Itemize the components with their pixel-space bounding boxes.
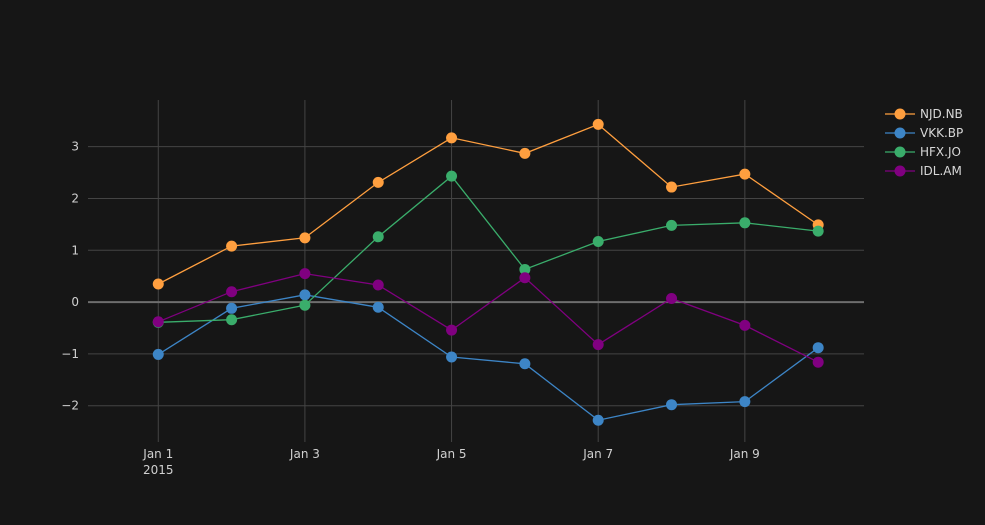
data-point[interactable] (299, 289, 311, 301)
data-point[interactable] (592, 414, 604, 426)
data-point[interactable] (519, 272, 531, 284)
legend[interactable]: NJD.NB VKK.BP HFX.JO IDL.AM (885, 107, 963, 178)
data-point[interactable] (592, 339, 604, 351)
legend-label: NJD.NB (920, 107, 963, 121)
legend-marker-swatch (894, 108, 906, 120)
x-tick-label: Jan 7 (582, 447, 613, 461)
legend-label: IDL.AM (920, 164, 962, 178)
x-axis-ticks: Jan 1 2015 Jan 3 Jan 5 Jan 7 Jan 9 (142, 447, 760, 477)
data-point[interactable] (739, 396, 751, 408)
data-point[interactable] (592, 118, 604, 130)
data-point[interactable] (666, 292, 678, 304)
y-tick-label: 3 (71, 140, 79, 154)
legend-marker-swatch (894, 165, 906, 177)
data-point[interactable] (812, 225, 824, 237)
legend-label: VKK.BP (920, 126, 963, 140)
data-point[interactable] (299, 268, 311, 280)
data-point[interactable] (299, 299, 311, 311)
data-point[interactable] (519, 358, 531, 370)
series-hfx-jo (152, 170, 824, 328)
data-point[interactable] (519, 147, 531, 159)
data-point[interactable] (446, 132, 458, 144)
x-gridlines (157, 100, 746, 442)
data-point[interactable] (592, 235, 604, 247)
y-axis-ticks: −2 −1 0 1 2 3 (61, 140, 79, 413)
series-njd-nb (152, 118, 824, 290)
legend-item[interactable]: NJD.NB (885, 107, 963, 121)
data-point[interactable] (666, 181, 678, 193)
x-tick-label: Jan 5 (436, 447, 467, 461)
data-point[interactable] (666, 219, 678, 231)
data-point[interactable] (446, 170, 458, 182)
data-point[interactable] (299, 232, 311, 244)
y-tick-label: 2 (71, 191, 79, 205)
data-point[interactable] (226, 314, 238, 326)
series-line (157, 294, 819, 421)
y-tick-label: −2 (61, 399, 79, 413)
x-tick-label: Jan 9 (729, 447, 760, 461)
data-point[interactable] (812, 356, 824, 368)
legend-item[interactable]: IDL.AM (885, 164, 962, 178)
data-point[interactable] (739, 168, 751, 180)
series-line (158, 123, 819, 285)
data-point[interactable] (226, 286, 238, 298)
data-point[interactable] (446, 324, 458, 336)
x-tick-label: Jan 1 (142, 447, 173, 461)
data-point[interactable] (372, 301, 384, 313)
y-tick-label: 1 (71, 243, 79, 257)
data-point[interactable] (152, 316, 164, 328)
series-idl-am (152, 268, 824, 368)
data-point[interactable] (446, 351, 458, 363)
data-point[interactable] (152, 348, 164, 360)
data-point[interactable] (739, 319, 751, 331)
data-point[interactable] (226, 240, 238, 252)
x-tick-label: Jan 3 (289, 447, 320, 461)
series-line (158, 175, 819, 323)
data-point[interactable] (372, 176, 384, 188)
series-vkk-bp (152, 289, 824, 426)
data-point[interactable] (226, 302, 238, 314)
legend-marker-swatch (894, 127, 906, 139)
legend-label: HFX.JO (920, 145, 961, 159)
y-gridlines (88, 146, 864, 407)
series-layer (152, 118, 824, 426)
x-tick-sublabel: 2015 (143, 463, 174, 477)
series-line (158, 272, 819, 363)
legend-marker-swatch (894, 146, 906, 158)
y-tick-label: −1 (61, 347, 79, 361)
data-point[interactable] (519, 263, 531, 275)
data-point[interactable] (152, 278, 164, 290)
data-point[interactable] (666, 399, 678, 411)
data-point[interactable] (372, 231, 384, 243)
legend-item[interactable]: VKK.BP (885, 126, 963, 140)
legend-item[interactable]: HFX.JO (885, 145, 961, 159)
data-point[interactable] (812, 342, 824, 354)
data-point[interactable] (372, 279, 384, 291)
y-tick-label: 0 (71, 295, 79, 309)
data-point[interactable] (739, 217, 751, 229)
